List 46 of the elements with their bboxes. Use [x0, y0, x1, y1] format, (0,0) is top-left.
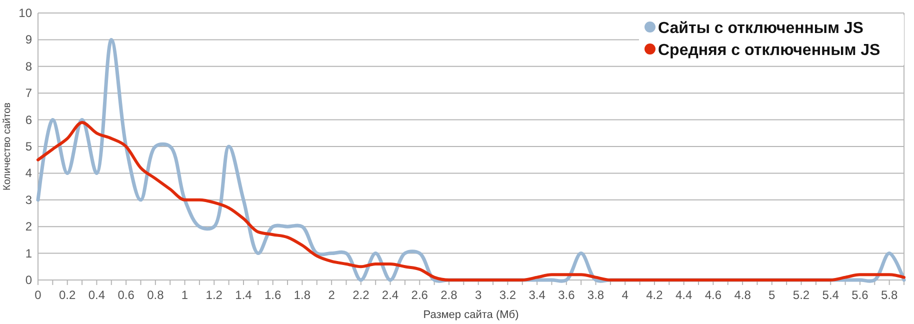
x-tick-label: 4.4 [675, 288, 692, 302]
line-series [36, 120, 906, 282]
x-tick-label: 4.6 [704, 288, 722, 302]
x-axis-title: Размер сайта (Мб) [423, 309, 519, 321]
legend-label: Средняя с отключенным JS [658, 42, 880, 59]
x-tick-label: 5 [768, 288, 776, 302]
y-tick-label: 10 [18, 6, 32, 20]
x-tick-label: 1.8 [294, 288, 311, 302]
x-tick-label: 5.2 [792, 288, 810, 302]
x-tick-label: 2.8 [440, 288, 458, 302]
y-tick-label: 4 [25, 166, 32, 180]
x-tick-label: 3.2 [499, 288, 516, 302]
x-tick-label: 2.2 [352, 288, 370, 302]
y-tick-label: 3 [25, 192, 32, 207]
x-tick-label: 1 [181, 288, 188, 302]
x-tick-label: 3.8 [587, 288, 604, 302]
x-tick-label: 0.4 [88, 288, 106, 302]
y-tick-label: 8 [25, 59, 32, 74]
x-tick-label: 5.8 [880, 288, 898, 302]
y-tick-label: 7 [25, 86, 32, 100]
y-axis-title: Количество сайтов [2, 102, 13, 190]
x-tick-label: 1.4 [235, 288, 252, 302]
y-tick-label: 6 [25, 112, 32, 127]
x-tick-label: 5.6 [852, 288, 869, 302]
y-tick-label: 0 [25, 273, 32, 287]
y-tick-label: 9 [25, 32, 32, 47]
y-tick-label: 1 [25, 246, 32, 260]
x-tick-label: 0 [34, 288, 42, 302]
x-tick-label: 3.4 [528, 288, 546, 302]
x-tick-label: 2.6 [411, 288, 428, 302]
legend-label: Сайты с отключенным JS [658, 20, 864, 37]
x-tick-label: 3.6 [558, 288, 576, 302]
x-tick-label: 4.8 [734, 288, 752, 302]
x-tick-label: 4 [622, 288, 629, 302]
x-tick-label: 5.4 [822, 288, 840, 302]
x-tick-label: 0.2 [59, 288, 76, 302]
y-tick-label: 2 [25, 220, 32, 234]
y-tick-label: 5 [25, 140, 32, 154]
x-tick-label: 1.2 [206, 288, 223, 302]
x-tick-label: 4.2 [646, 288, 664, 302]
x-tick-label: 0.6 [118, 288, 135, 302]
x-tick-label: 2 [328, 288, 336, 302]
x-tick-label: 0.8 [147, 288, 164, 302]
x-tick-label: 3 [474, 288, 482, 302]
x-tick-label: 2.4 [382, 288, 399, 302]
x-tick-label: 1.6 [264, 288, 282, 302]
